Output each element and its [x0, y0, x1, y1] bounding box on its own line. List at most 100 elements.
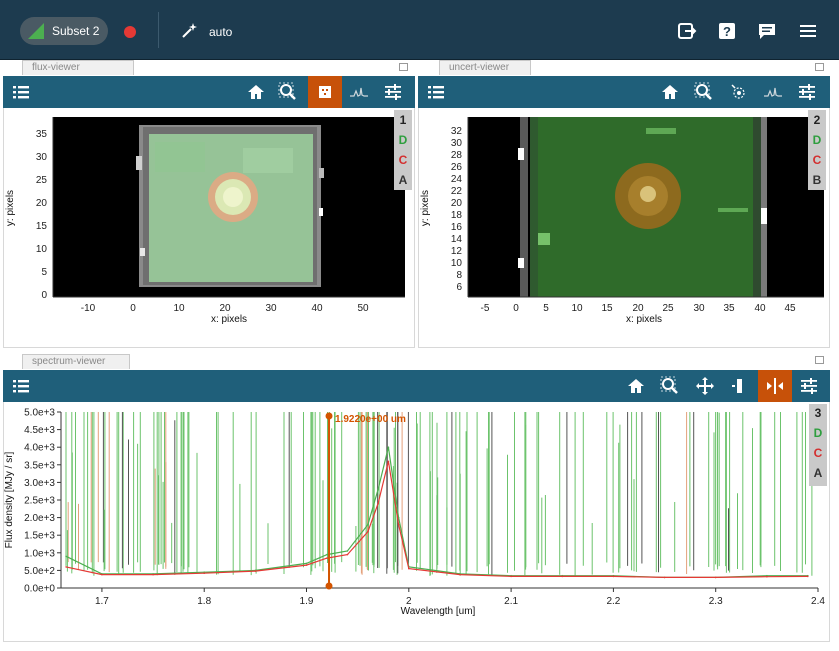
layer-label: A [813, 466, 823, 480]
layer-legend[interactable] [809, 404, 827, 486]
spectral-line-marker[interactable]: 1.9220e+00 um [325, 412, 406, 590]
wand-icon[interactable] [180, 22, 198, 40]
data-point [663, 576, 666, 579]
home-icon[interactable] [660, 82, 680, 102]
spectrum-viewer-minimize-icon[interactable] [815, 356, 824, 364]
uncert-image-plot[interactable]: 6 8 10 12 14 16 18 20 22 24 26 28 30 32 … [418, 108, 830, 348]
data-point [367, 530, 369, 533]
spectrum-viewer-toolbar [3, 370, 830, 402]
data-point [203, 572, 205, 574]
x-tick-label: -5 [481, 303, 490, 314]
y-tick-label: 24 [451, 174, 463, 185]
y-tick-label: 5 [41, 267, 47, 278]
chat-icon[interactable] [757, 21, 777, 41]
tab-spectrum-viewer[interactable]: spectrum-viewer [22, 354, 130, 369]
y-tick-label: 4.5e+3 [24, 425, 55, 436]
data-point [714, 576, 717, 579]
layers-icon[interactable] [11, 376, 31, 396]
y-tick-label: 4.0e+3 [24, 443, 55, 454]
tab-flux-viewer[interactable]: flux-viewer [22, 60, 134, 75]
settings-icon[interactable] [799, 376, 819, 396]
y-tick-label: 1.0e+3 [24, 548, 55, 559]
layer-legend[interactable] [394, 110, 412, 190]
y-axis-label: Flux density [MJy / sr] [4, 451, 15, 548]
subset-color-icon [28, 23, 44, 39]
y-tick-label: 2.5e+3 [24, 496, 55, 507]
y-tick-label: 3.5e+3 [24, 460, 55, 471]
image-select-icon[interactable] [315, 82, 335, 102]
data-point [807, 575, 809, 578]
data-point [367, 523, 369, 526]
data-point [152, 573, 154, 576]
data-point [766, 575, 768, 578]
export-icon[interactable] [677, 21, 697, 41]
y-tick-label: 22 [451, 186, 463, 197]
y-tick-label: 12 [451, 246, 463, 257]
x-tick-label: 1.9 [300, 596, 314, 607]
settings-icon[interactable] [797, 82, 817, 102]
layer-label: C [813, 446, 823, 460]
settings-icon[interactable] [383, 82, 403, 102]
menu-icon[interactable] [798, 21, 818, 41]
subset-icon[interactable] [729, 376, 749, 396]
data-point [561, 575, 564, 578]
layer-label: 1 [399, 113, 407, 127]
layer-label: B [812, 173, 822, 187]
data-point [254, 570, 257, 572]
layers-icon[interactable] [11, 82, 31, 102]
zoom-icon[interactable] [660, 376, 680, 396]
x-tick-label: 20 [219, 303, 231, 314]
selection-mode-label[interactable]: auto [209, 25, 233, 39]
y-tick-label: 18 [451, 210, 463, 221]
x-tick-label: 20 [632, 303, 644, 314]
y-tick-label: 10 [36, 244, 48, 255]
home-icon[interactable] [246, 82, 266, 102]
toolbar-divider [158, 12, 159, 48]
data-point [387, 460, 390, 463]
y-tick-label: 0.0e+0 [24, 584, 55, 595]
uncert-viewer-toolbar [418, 76, 830, 108]
x-tick-label: 35 [723, 303, 735, 314]
pan-icon[interactable] [695, 376, 715, 396]
layer-label: A [398, 173, 408, 187]
x-tick-label: 30 [693, 303, 705, 314]
x-tick-label: 45 [784, 303, 796, 314]
data-point [305, 562, 308, 565]
tab-uncert-viewer[interactable]: uncert-viewer [439, 60, 531, 75]
data-point [510, 575, 512, 578]
home-icon[interactable] [626, 376, 646, 396]
y-tick-label: 0 [41, 290, 47, 301]
x-tick-label: 2.4 [811, 596, 825, 607]
data-point [101, 573, 103, 576]
layer-label: C [812, 153, 822, 167]
help-icon[interactable]: ? [717, 21, 737, 41]
zoom-icon[interactable] [694, 82, 714, 102]
record-icon[interactable] [124, 26, 136, 38]
x-axis-label: Wavelength [um] [401, 606, 476, 617]
x-tick-label: 40 [311, 303, 323, 314]
data-point [326, 553, 328, 556]
zoom-icon[interactable] [278, 82, 298, 102]
x-tick-label: 2.3 [709, 596, 723, 607]
x-axis-label: x: pixels [626, 314, 662, 325]
x-tick-label: 40 [754, 303, 766, 314]
flux-viewer-minimize-icon[interactable] [399, 63, 408, 71]
spectrum-icon[interactable] [349, 82, 369, 102]
y-tick-label: 2.0e+3 [24, 513, 55, 524]
x-tick-label: 2.1 [504, 596, 518, 607]
layer-label: C [398, 153, 408, 167]
aperture-icon[interactable] [729, 82, 749, 102]
layers-icon[interactable] [426, 82, 446, 102]
uncert-viewer-minimize-icon[interactable] [815, 63, 824, 71]
layer-legend[interactable] [808, 110, 826, 190]
marker-handle-bottom [325, 582, 333, 590]
line-select-icon[interactable] [765, 376, 785, 396]
y-tick-label: 32 [451, 126, 463, 137]
y-tick-label: 28 [451, 150, 463, 161]
spectrum-icon[interactable] [763, 82, 783, 102]
spectrum-plot[interactable]: 0.0e+0 5.0e+2 1.0e+3 1.5e+3 2.0e+3 2.5e+3 3.0e… [3, 402, 830, 640]
y-tick-label: 15 [36, 221, 48, 232]
data-point [459, 573, 461, 576]
flux-image-plot[interactable]: 0 5 10 15 20 25 30 35 -10 0 10 20 30 40 … [3, 108, 415, 348]
y-axis-label: y: pixels [5, 190, 16, 226]
